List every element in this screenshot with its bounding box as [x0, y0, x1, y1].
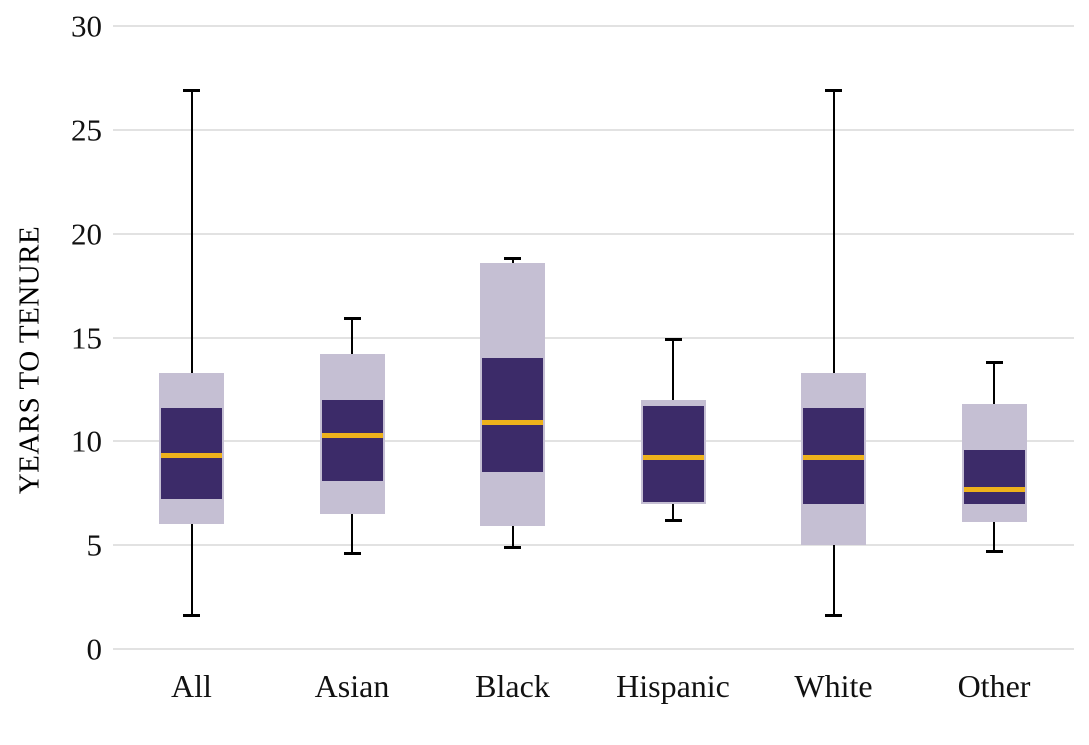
box-inner-other	[963, 449, 1025, 504]
y-tick-label-5: 5	[86, 527, 103, 563]
whisker-cap-high-black	[504, 257, 521, 261]
gridline-20	[113, 232, 1074, 235]
y-tick-label-10: 10	[71, 423, 102, 459]
gridline-30	[113, 25, 1074, 27]
x-tick-label-white: White	[794, 668, 873, 704]
y-tick-label-25: 25	[71, 112, 102, 148]
whisker-cap-low-other	[985, 549, 1003, 553]
median-line-black	[482, 420, 543, 426]
gridline-5	[113, 544, 1074, 547]
whisker-cap-low-all	[183, 614, 200, 618]
whisker-cap-low-black	[504, 545, 521, 549]
whisker-cap-high-other	[985, 360, 1003, 364]
whisker-cap-low-white	[825, 614, 842, 618]
whisker-line-all	[190, 90, 193, 616]
box-inner-hispanic	[642, 406, 704, 502]
median-line-white	[803, 455, 864, 461]
x-tick-label-all: All	[171, 668, 212, 704]
y-tick-label-20: 20	[71, 216, 102, 252]
whisker-cap-high-hispanic	[664, 338, 682, 342]
whisker-cap-high-all	[183, 88, 200, 92]
gridline-15	[113, 336, 1074, 339]
whisker-cap-high-asian	[343, 317, 361, 321]
gridline-25	[113, 128, 1074, 131]
median-line-all	[161, 453, 222, 459]
x-tick-label-black: Black	[475, 668, 550, 704]
y-tick-label-0: 0	[86, 631, 103, 667]
whisker-cap-low-hispanic	[664, 518, 682, 522]
median-line-asian	[321, 432, 383, 438]
gridline-0	[113, 648, 1074, 650]
box-inner-asian	[321, 399, 383, 481]
y-tick-label-15: 15	[71, 320, 102, 355]
whisker-line-white	[832, 90, 835, 616]
whisker-cap-low-asian	[343, 551, 361, 555]
whisker-cap-high-white	[825, 88, 842, 92]
median-line-other	[963, 486, 1025, 492]
median-line-hispanic	[642, 455, 704, 461]
y-tick-label-30: 30	[71, 8, 102, 44]
x-tick-label-hispanic: Hispanic	[616, 668, 730, 704]
box-inner-black	[482, 358, 543, 473]
x-tick-label-asian: Asian	[314, 668, 390, 704]
x-tick-label-other: Other	[957, 668, 1031, 704]
gridline-10	[113, 440, 1074, 443]
